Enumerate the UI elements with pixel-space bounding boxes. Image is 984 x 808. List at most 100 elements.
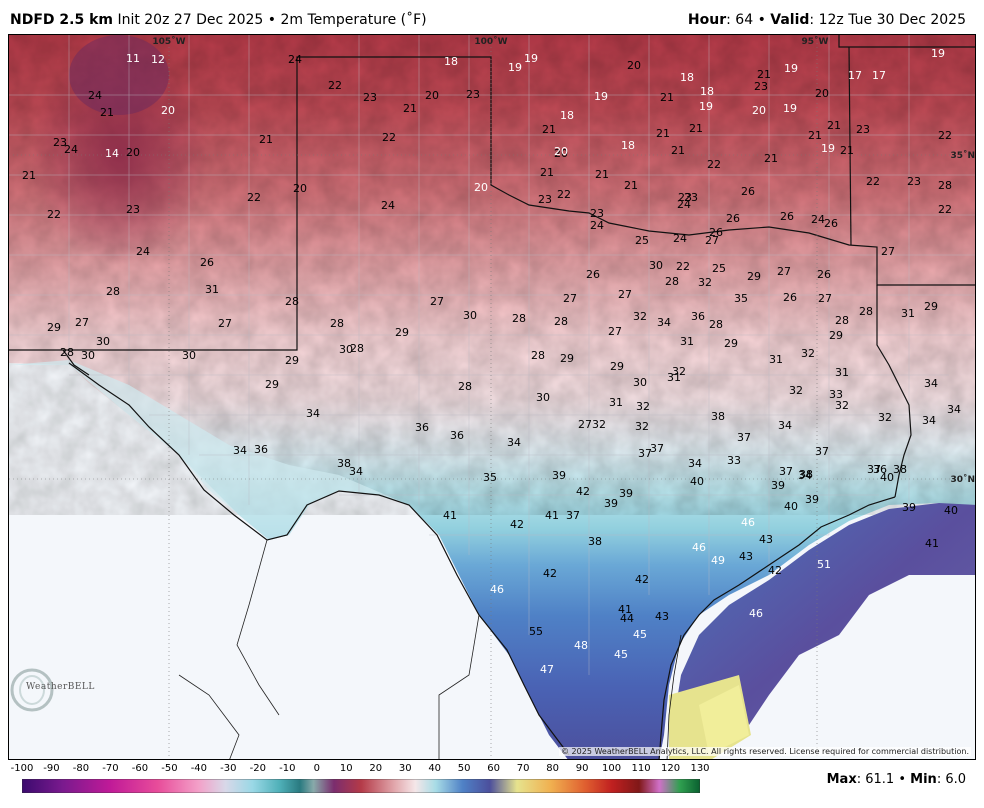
station-value: 40 <box>944 504 958 517</box>
station-value: 27 <box>430 295 444 308</box>
station-value: 23 <box>907 175 921 188</box>
station-value: 19 <box>594 90 608 103</box>
station-value: 32 <box>672 365 686 378</box>
station-value: 29 <box>724 337 738 350</box>
station-value: 39 <box>805 493 819 506</box>
station-value: 33 <box>727 454 741 467</box>
station-value: 24 <box>136 245 150 258</box>
station-value: 30 <box>81 349 95 362</box>
colorbar-tick-label: -10 <box>279 763 296 774</box>
station-value: 26 <box>780 210 794 223</box>
station-value: 39 <box>604 497 618 510</box>
station-value: 32 <box>633 310 647 323</box>
colorbar-tick-label: 120 <box>660 763 681 774</box>
colorbar-tick-label: 130 <box>690 763 710 774</box>
station-value: 22 <box>866 175 880 188</box>
logo-text: WeatherBELL <box>26 682 95 692</box>
station-value: 17 <box>872 69 886 82</box>
station-value: 31 <box>609 396 623 409</box>
station-value: 42 <box>510 518 524 531</box>
station-value: 18 <box>444 55 458 68</box>
station-value: 28 <box>835 314 849 327</box>
station-value: 24 <box>590 219 604 232</box>
station-value: 37 <box>650 442 664 455</box>
station-value: 38 <box>588 535 602 548</box>
station-value: 26 <box>586 268 600 281</box>
station-value: 36 <box>254 443 268 456</box>
station-value: 21 <box>808 129 822 142</box>
station-value: 21 <box>22 169 36 182</box>
colorbar-tick-label: -30 <box>220 763 237 774</box>
station-value: 28 <box>350 342 364 355</box>
station-value: 45 <box>614 648 628 661</box>
station-value: 20 <box>425 89 439 102</box>
station-value: 42 <box>543 567 557 580</box>
station-value: 23 <box>538 193 552 206</box>
station-value: 22 <box>247 191 261 204</box>
station-value: 18 <box>621 139 635 152</box>
station-value: 23 <box>754 80 768 93</box>
station-value: 28 <box>531 349 545 362</box>
min-label: Min <box>910 772 937 787</box>
colorbar-tick-label: 70 <box>516 763 530 774</box>
temperature-map[interactable]: 105˚W 100˚W 95˚W 35˚N 30˚N 11 12 24 18 19 19 2… <box>8 34 976 760</box>
station-value: 21 <box>100 106 114 119</box>
station-value: 21 <box>540 166 554 179</box>
station-value: 24 <box>677 198 691 211</box>
station-value: 19 <box>821 142 835 155</box>
station-value: 36 <box>450 429 464 442</box>
station-value: 28 <box>106 285 120 298</box>
station-value: 34 <box>924 377 938 390</box>
station-value: 31 <box>835 366 849 379</box>
max-value: : 61.1 <box>856 772 895 787</box>
station-value: 28 <box>60 346 74 359</box>
station-value: 38 <box>893 463 907 476</box>
lon-label-100w: 100˚W <box>474 36 507 47</box>
station-value: 22 <box>47 208 61 221</box>
colorbar-tick-label: -40 <box>190 763 208 774</box>
station-value: 37 <box>566 509 580 522</box>
station-value: 39 <box>771 479 785 492</box>
station-value: 21 <box>757 68 771 81</box>
state-borders <box>9 35 975 498</box>
station-value: 42 <box>576 485 590 498</box>
colorbar-ticks: -100 -90 -80 -70 -60 -50 -40 -30 -20 -10 0 10 20 30 40… <box>0 763 984 777</box>
station-value: 30 <box>633 376 647 389</box>
station-value: 29 <box>285 354 299 367</box>
station-value: 32 <box>835 399 849 412</box>
station-value: 28 <box>665 275 679 288</box>
station-value: 20 <box>815 87 829 100</box>
station-value: 27 <box>608 325 622 338</box>
station-value: 42 <box>635 573 649 586</box>
station-value: 40 <box>690 475 704 488</box>
station-value: 26 <box>741 185 755 198</box>
station-value: 32 <box>801 347 815 360</box>
station-value: 23 <box>590 207 604 220</box>
station-value: 26 <box>726 212 740 225</box>
station-value: 17 <box>848 69 862 82</box>
station-value: 21 <box>259 133 273 146</box>
station-value: 11 <box>126 52 140 65</box>
station-value: 46 <box>741 516 755 529</box>
station-value: 26 <box>824 217 838 230</box>
station-value: 29 <box>395 326 409 339</box>
station-value: 32 <box>789 384 803 397</box>
station-value: 20 <box>554 145 568 158</box>
graticule-labels: 105˚W 100˚W 95˚W 35˚N 30˚N <box>152 36 975 485</box>
colorbar-tick-label: -100 <box>10 763 34 774</box>
lon-label-95w: 95˚W <box>802 36 829 47</box>
station-value: 36 <box>691 310 705 323</box>
colorbar-tick-label: -80 <box>72 763 90 774</box>
station-value: 21 <box>840 144 854 157</box>
station-value: 29 <box>829 329 843 342</box>
station-value: 28 <box>554 315 568 328</box>
station-value: 40 <box>784 500 798 513</box>
station-value: 34 <box>922 414 936 427</box>
colorbar-tick-label: 80 <box>546 763 559 774</box>
station-value: 34 <box>306 407 320 420</box>
station-value: 31 <box>667 371 681 384</box>
station-value: 27 <box>777 265 791 278</box>
station-value: 18 <box>700 85 714 98</box>
station-value: 37 <box>779 465 793 478</box>
